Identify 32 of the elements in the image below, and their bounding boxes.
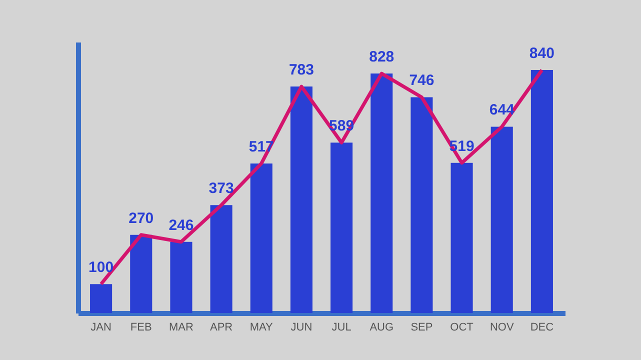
x-tick-label: AUG bbox=[370, 322, 394, 334]
bar bbox=[370, 74, 393, 313]
x-tick-label: NOV bbox=[490, 322, 514, 334]
bar bbox=[290, 86, 312, 313]
bar bbox=[130, 234, 152, 313]
data-label: 373 bbox=[208, 180, 234, 198]
x-tick-label: OCT bbox=[450, 322, 474, 334]
x-tick-label: SEP bbox=[410, 322, 433, 334]
data-label: 246 bbox=[168, 216, 194, 234]
data-label: 840 bbox=[529, 45, 554, 62]
bar bbox=[450, 162, 473, 313]
bar bbox=[170, 242, 192, 313]
data-label: 100 bbox=[88, 259, 114, 276]
data-label: 746 bbox=[409, 72, 434, 90]
x-tick-label: JAN bbox=[90, 322, 112, 334]
bar bbox=[410, 97, 433, 313]
bar bbox=[330, 142, 353, 313]
x-tick-label: FEB bbox=[130, 322, 152, 334]
data-label: 828 bbox=[369, 48, 394, 66]
bar bbox=[530, 70, 553, 313]
x-tick-label: JUN bbox=[290, 322, 312, 334]
bar bbox=[90, 284, 112, 313]
x-tick-label: MAR bbox=[168, 322, 194, 334]
x-tick-label: MAY bbox=[250, 322, 274, 334]
x-tick-label: APR bbox=[210, 322, 233, 334]
data-label: 270 bbox=[128, 210, 154, 227]
x-tick-label: JUL bbox=[332, 322, 352, 334]
bar bbox=[210, 205, 232, 313]
bar bbox=[490, 126, 513, 313]
x-tick-label: DEC bbox=[530, 322, 554, 334]
bar bbox=[250, 163, 272, 313]
data-label: 783 bbox=[288, 62, 314, 79]
